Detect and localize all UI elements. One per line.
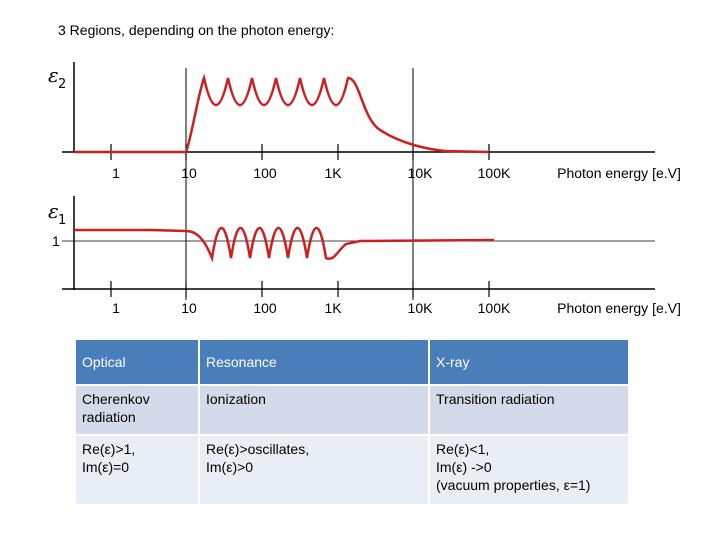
table-cell: Re(ε)>1, Im(ε)=0 bbox=[74, 434, 200, 506]
regions-table: Optical Resonance X-ray Cherenkov radiat… bbox=[74, 338, 630, 506]
epsilon1-tick-marks bbox=[110, 281, 490, 297]
table-cell: Re(ε)<1, Im(ε) ->0 (vacuum properties, ε… bbox=[428, 434, 630, 506]
svg-text:100K: 100K bbox=[478, 300, 511, 316]
svg-text:100K: 100K bbox=[478, 165, 511, 181]
table-row: Re(ε)>1, Im(ε)=0 Re(ε)>oscillates, Im(ε)… bbox=[74, 434, 630, 506]
epsilon2-label: ε bbox=[48, 63, 59, 87]
svg-text:10: 10 bbox=[181, 300, 197, 316]
table-cell: Transition radiation bbox=[428, 384, 630, 436]
epsilon1-reference-label: 1 bbox=[52, 233, 60, 249]
epsilon2-label-sub: 2 bbox=[58, 77, 66, 92]
svg-text:100: 100 bbox=[253, 165, 277, 181]
svg-text:1K: 1K bbox=[324, 165, 342, 181]
epsilon2-plot: ε 2 1 10 100 1K 10K 100K Photon energy [… bbox=[48, 62, 681, 181]
epsilon2-tick-labels: 1 10 100 1K 10K 100K bbox=[112, 165, 511, 181]
svg-text:100: 100 bbox=[253, 300, 277, 316]
header-cell-resonance: Resonance bbox=[198, 338, 430, 386]
epsilon2-curve bbox=[74, 73, 490, 154]
svg-text:10K: 10K bbox=[408, 165, 434, 181]
svg-text:10K: 10K bbox=[408, 300, 434, 316]
epsilon1-tick-labels: 1 10 100 1K 10K 100K bbox=[112, 300, 511, 316]
epsilon1-label-sub: 1 bbox=[58, 213, 66, 228]
table-cell: Re(ε)>oscillates, Im(ε)>0 bbox=[198, 434, 430, 506]
table-header-row: Optical Resonance X-ray bbox=[74, 338, 630, 386]
page-title: 3 Regions, depending on the photon energ… bbox=[58, 22, 335, 38]
svg-text:10: 10 bbox=[181, 165, 197, 181]
svg-text:1: 1 bbox=[112, 300, 120, 316]
header-cell-xray: X-ray bbox=[428, 338, 630, 386]
svg-text:1K: 1K bbox=[324, 300, 342, 316]
epsilon1-plot: ε 1 1 1 10 100 1K 10K 100K Photon energy… bbox=[48, 196, 681, 316]
table-cell: Ionization bbox=[198, 384, 430, 436]
table-cell: Cherenkov radiation bbox=[74, 384, 200, 436]
epsilon1-x-axis-label: Photon energy [e.V] bbox=[557, 300, 681, 316]
table-row: Cherenkov radiation Ionization Transitio… bbox=[74, 384, 630, 436]
permittivity-diagram: ε 2 1 10 100 1K 10K 100K Photon energy [… bbox=[48, 62, 681, 316]
header-cell-optical: Optical bbox=[74, 338, 200, 386]
svg-text:1: 1 bbox=[112, 165, 120, 181]
region-guides bbox=[185, 68, 414, 300]
epsilon1-label: ε bbox=[48, 199, 59, 223]
epsilon2-x-axis-label: Photon energy [e.V] bbox=[557, 165, 681, 181]
epsilon1-curve bbox=[74, 226, 495, 263]
